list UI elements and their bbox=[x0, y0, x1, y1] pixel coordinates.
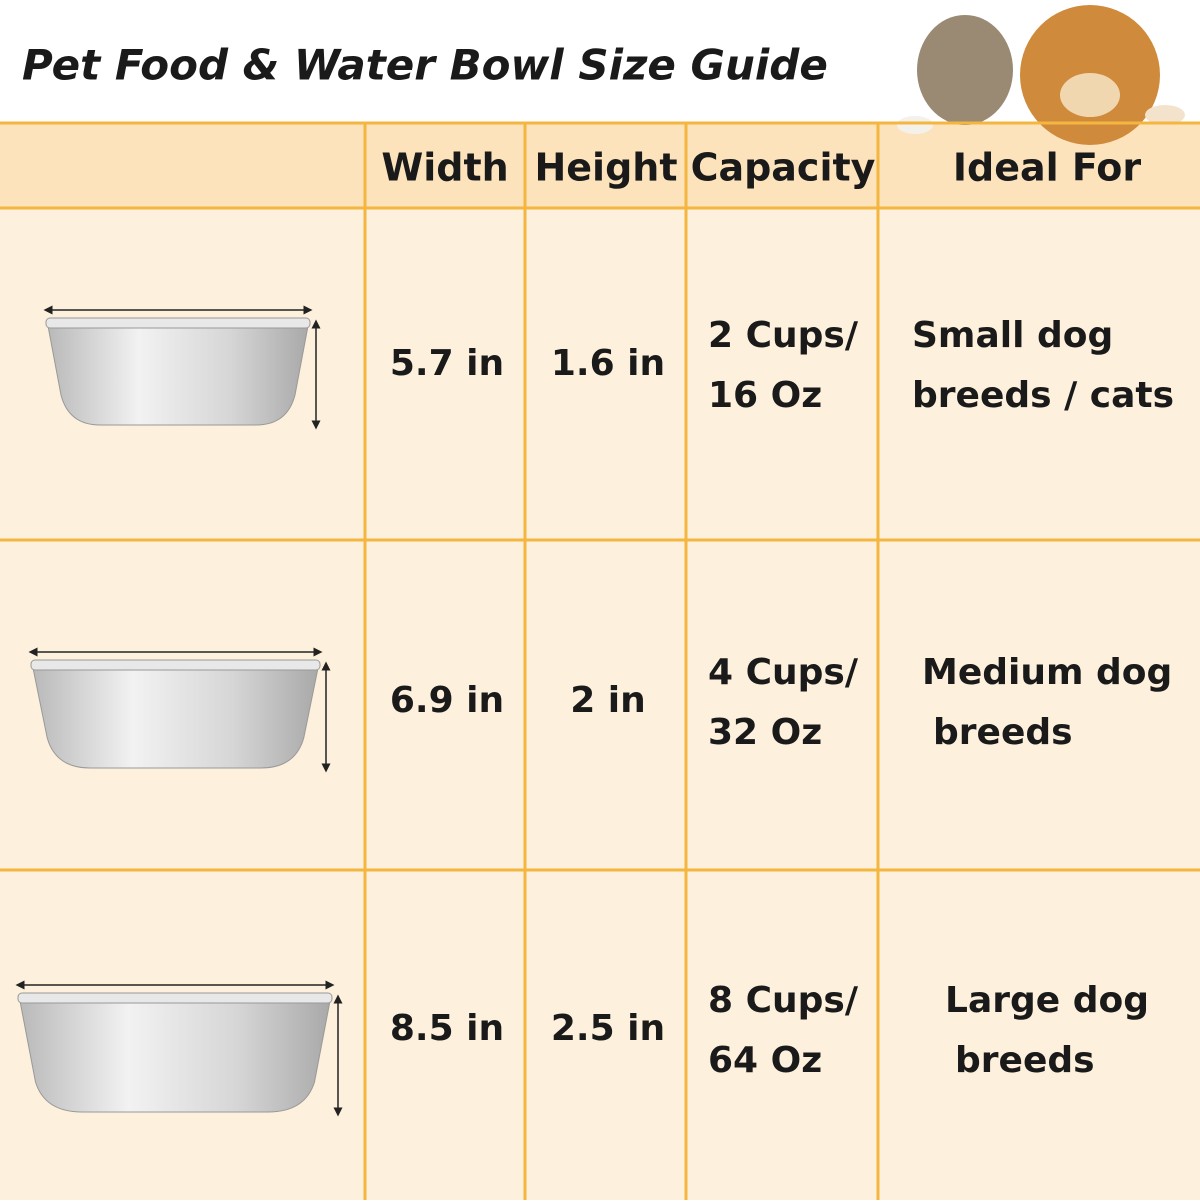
title: Pet Food & Water Bowl Size Guide bbox=[22, 41, 828, 90]
bowl-illustration bbox=[28, 647, 331, 773]
capacity-line: 32 Oz bbox=[708, 712, 822, 753]
bowl bbox=[19, 1000, 331, 1113]
bowl-rim bbox=[45, 317, 311, 329]
bowl-rim bbox=[17, 992, 333, 1004]
height-value: 2.5 in bbox=[551, 1008, 665, 1049]
width-value: 6.9 in bbox=[390, 680, 504, 721]
height-value: 2 in bbox=[570, 680, 646, 721]
column-header: Height bbox=[534, 146, 677, 190]
header-background bbox=[0, 123, 1200, 208]
capacity-line: 4 Cups/ bbox=[708, 652, 859, 693]
ideal-for-line: Medium dog bbox=[922, 652, 1172, 693]
width-value: 8.5 in bbox=[390, 1008, 504, 1049]
pets-illustration bbox=[897, 5, 1185, 145]
bowl bbox=[47, 325, 309, 426]
ideal-for-line: breeds bbox=[955, 1040, 1095, 1081]
capacity-line: 8 Cups/ bbox=[708, 980, 859, 1021]
column-header: Ideal For bbox=[953, 146, 1142, 190]
width-value: 5.7 in bbox=[390, 343, 504, 384]
ideal-for-line: breeds bbox=[933, 712, 1073, 753]
capacity-line: 2 Cups/ bbox=[708, 315, 859, 356]
bowl-illustration bbox=[43, 305, 321, 430]
table-grid bbox=[0, 121, 1200, 1200]
capacity-line: 16 Oz bbox=[708, 375, 822, 416]
ideal-for-line: breeds / cats bbox=[912, 375, 1174, 416]
column-header: Capacity bbox=[691, 146, 876, 190]
bowl-illustration bbox=[15, 980, 343, 1117]
column-header: Width bbox=[381, 146, 508, 190]
ideal-for-line: Large dog bbox=[945, 980, 1149, 1021]
bowl-rim bbox=[30, 659, 321, 671]
bowl bbox=[32, 667, 319, 769]
capacity-line: 64 Oz bbox=[708, 1040, 822, 1081]
height-value: 1.6 in bbox=[551, 343, 665, 384]
ideal-for-line: Small dog bbox=[912, 315, 1113, 356]
